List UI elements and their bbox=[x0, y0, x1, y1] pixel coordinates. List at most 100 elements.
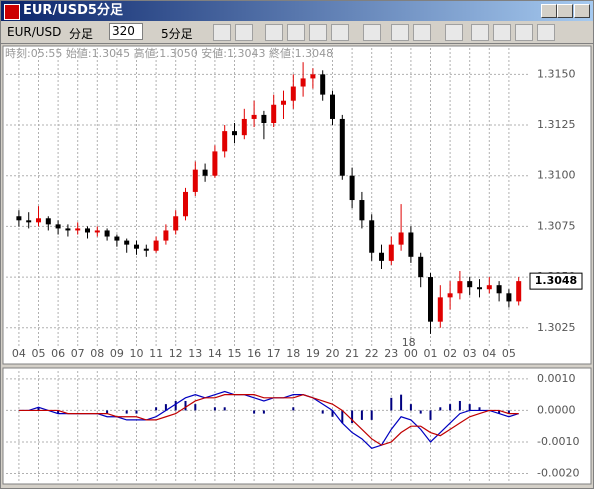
tool-button[interactable] bbox=[391, 24, 409, 41]
tool-button[interactable] bbox=[413, 24, 431, 41]
tool-button[interactable] bbox=[235, 24, 253, 41]
x-tick-label: 19 bbox=[306, 347, 320, 360]
histogram-bar bbox=[194, 404, 197, 411]
histogram-bar bbox=[360, 410, 363, 420]
candle-body bbox=[153, 240, 159, 251]
tool-button[interactable] bbox=[471, 24, 489, 41]
x-tick-label: 05 bbox=[502, 347, 516, 360]
candle-body bbox=[45, 218, 51, 225]
y-tick-label: 1.3075 bbox=[537, 219, 576, 232]
candle-body bbox=[124, 240, 130, 245]
tool-button[interactable] bbox=[445, 24, 463, 41]
candle-body bbox=[408, 232, 414, 257]
tool-button[interactable] bbox=[363, 24, 381, 41]
candle-body bbox=[437, 297, 443, 322]
candle-body bbox=[192, 169, 198, 192]
unit-select[interactable]: 分足 bbox=[69, 27, 94, 41]
candle-body bbox=[457, 281, 463, 294]
histogram-bar bbox=[106, 410, 109, 414]
histogram-bar bbox=[223, 407, 226, 411]
candle-body bbox=[496, 285, 502, 294]
tool-button[interactable] bbox=[309, 24, 327, 41]
candle-body bbox=[467, 281, 473, 288]
bars-input[interactable]: 320 bbox=[109, 23, 143, 40]
x-tick-label: 11 bbox=[149, 347, 163, 360]
candle-body bbox=[143, 248, 149, 251]
y-tick-label: 1.3125 bbox=[537, 118, 576, 131]
histogram-bar bbox=[135, 410, 138, 414]
histogram-bar bbox=[213, 407, 216, 411]
minimize[interactable] bbox=[541, 4, 557, 18]
histogram-bar bbox=[429, 410, 432, 420]
candle-body bbox=[232, 131, 237, 136]
date-label: 18 bbox=[402, 336, 416, 349]
candle-body bbox=[516, 281, 522, 302]
x-tick-label: 21 bbox=[345, 347, 359, 360]
candle-body bbox=[477, 287, 482, 290]
histogram-bar bbox=[174, 400, 177, 411]
tool-button[interactable] bbox=[331, 24, 349, 41]
tool-button[interactable] bbox=[265, 24, 283, 41]
candle-body bbox=[398, 232, 404, 245]
histogram-bar bbox=[390, 397, 393, 411]
x-tick-label: 15 bbox=[228, 347, 242, 360]
candle-body bbox=[339, 118, 345, 176]
tool-button[interactable] bbox=[493, 24, 511, 41]
candle-body bbox=[310, 74, 316, 79]
symbol-select[interactable]: EUR/USD bbox=[7, 25, 62, 39]
histogram-bar bbox=[468, 404, 471, 411]
candle-body bbox=[75, 228, 81, 231]
candle-body bbox=[330, 94, 335, 119]
candle-body bbox=[290, 86, 296, 101]
window-title: EUR/USD5分足 bbox=[23, 3, 123, 18]
candle-body bbox=[349, 175, 355, 201]
x-tick-label: 04 bbox=[12, 347, 26, 360]
maximize[interactable] bbox=[557, 4, 573, 18]
x-tick-label: 05 bbox=[32, 347, 46, 360]
candle-body bbox=[486, 285, 492, 290]
histogram-bar bbox=[439, 407, 442, 411]
close[interactable] bbox=[574, 4, 590, 18]
x-tick-label: 14 bbox=[208, 347, 222, 360]
candle-body bbox=[212, 151, 218, 176]
last-price: 1.3048 bbox=[535, 274, 577, 287]
histogram-bar bbox=[507, 410, 510, 414]
x-tick-label: 08 bbox=[90, 347, 104, 360]
x-tick-label: 09 bbox=[110, 347, 124, 360]
candle-body bbox=[241, 118, 247, 136]
candle-body bbox=[26, 220, 32, 223]
x-tick-label: 01 bbox=[424, 347, 438, 360]
indicator-line bbox=[18, 394, 519, 446]
candle-body bbox=[85, 228, 90, 233]
x-tick-label: 00 bbox=[404, 347, 418, 360]
histogram-bar bbox=[370, 410, 373, 420]
period-select[interactable]: 5分足 bbox=[161, 27, 193, 41]
candle-body bbox=[428, 277, 433, 322]
x-tick-label: 03 bbox=[463, 347, 477, 360]
histogram-bar bbox=[331, 410, 334, 417]
candle-body bbox=[94, 230, 100, 233]
tool-button[interactable] bbox=[287, 24, 305, 41]
histogram-bar bbox=[37, 407, 40, 411]
x-tick-label: 13 bbox=[188, 347, 202, 360]
histogram-bar bbox=[498, 410, 501, 414]
candle-body bbox=[388, 244, 394, 261]
tool-button[interactable] bbox=[213, 24, 231, 41]
x-tick-label: 02 bbox=[443, 347, 457, 360]
histogram-bar bbox=[449, 404, 452, 411]
tool-button[interactable] bbox=[515, 24, 533, 41]
x-tick-label: 07 bbox=[71, 347, 85, 360]
price-marker bbox=[529, 272, 583, 290]
candle-body bbox=[65, 228, 71, 231]
y-tick-label: 1.3150 bbox=[537, 67, 576, 80]
histogram-bar bbox=[57, 410, 60, 414]
histogram-bar bbox=[262, 410, 265, 414]
x-tick-label: 12 bbox=[169, 347, 183, 360]
candle-body bbox=[104, 230, 110, 237]
info-line: 時刻:05:55 始値:1.3045 高値:1.3050 安値:1.3043 終… bbox=[5, 46, 333, 60]
candle-body bbox=[369, 220, 375, 253]
histogram-bar bbox=[253, 410, 256, 414]
tool-button[interactable] bbox=[537, 24, 555, 41]
candle-body bbox=[36, 218, 41, 223]
